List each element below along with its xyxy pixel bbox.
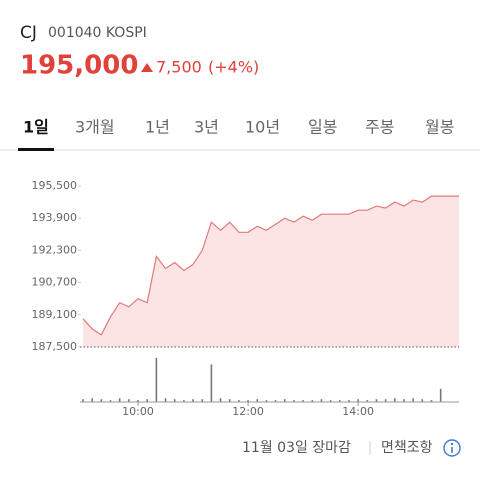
price-line: [82, 195, 459, 336]
volume-bar: [256, 399, 259, 402]
tab[interactable]: 3개월: [75, 118, 115, 137]
volume-bar: [201, 399, 204, 402]
y-tick-label: 192,300: [32, 243, 78, 256]
volume-bar: [146, 399, 148, 402]
volume-bar: [219, 398, 222, 402]
tab-bar: 1일 3개월 1년 3년 10년 일봉 주봉 월봉: [18, 118, 454, 151]
volume-bar: [384, 399, 387, 402]
volume-bar: [118, 398, 121, 402]
volume-bar: [173, 399, 176, 402]
volume-bar: [238, 400, 240, 402]
volume-bar: [302, 400, 304, 402]
volume-bar: [439, 388, 442, 402]
stock-name: CJ: [20, 23, 37, 43]
y-tick-label: 187,500: [32, 340, 78, 353]
change-pct: (+4%): [208, 58, 259, 77]
tab[interactable]: 10년: [245, 118, 280, 137]
volume-bar: [412, 398, 414, 402]
tab[interactable]: 월봉: [425, 118, 454, 137]
volume-bar: [128, 399, 130, 402]
change: 7,500: [156, 58, 202, 77]
volume-bar: [366, 400, 369, 402]
volume-bar: [293, 400, 295, 402]
volume-bar: [375, 399, 378, 402]
tab[interactable]: 주봉: [365, 118, 394, 137]
y-tick-label: 193,900: [32, 211, 78, 224]
volume-bar: [320, 399, 323, 402]
volume-bar: [155, 357, 158, 402]
volume-bar: [421, 399, 424, 402]
up-arrow: [141, 63, 153, 72]
volume-bar: [311, 400, 314, 402]
volume-bar: [210, 364, 213, 402]
volume-bar: [357, 399, 359, 402]
volume-bar: [109, 400, 112, 402]
volume-bar: [329, 400, 332, 402]
x-tick-label: 12:00: [232, 405, 264, 418]
volume-bar: [338, 400, 341, 402]
y-tick-label: 195,500: [32, 179, 78, 192]
volume-bar: [274, 400, 277, 402]
y-tick-label: 190,700: [32, 276, 78, 289]
volume-bar: [228, 399, 231, 402]
price-area: [83, 196, 459, 347]
x-tick-label: 10:00: [122, 405, 154, 418]
volume-bar: [265, 400, 268, 402]
tab[interactable]: 일봉: [308, 118, 337, 137]
info-icon[interactable]: [443, 439, 461, 457]
volume-bar: [247, 400, 249, 402]
volume-bar: [430, 400, 433, 402]
volume-bar: [283, 399, 286, 402]
tab[interactable]: 1일: [23, 118, 49, 137]
stock-code: 001040 KOSPI: [48, 25, 147, 41]
chart: 187,500 189,100 190,700 192,300 193,900 195,5…: [32, 179, 459, 418]
tab[interactable]: 3년: [194, 118, 219, 137]
disclaimer[interactable]: 면책조항: [381, 440, 433, 456]
volume-bar: [100, 399, 103, 402]
volume-bar: [403, 399, 405, 402]
date: 11월 03일 장마감: [242, 440, 351, 456]
volume-bar: [91, 398, 93, 402]
volume-bar: [192, 399, 194, 402]
tab-underline: [18, 148, 54, 151]
volume-bar: [82, 399, 84, 402]
volume-bar: [348, 400, 350, 402]
volume-bar: [183, 400, 185, 402]
volume-bar: [137, 400, 139, 402]
volume-bar: [394, 398, 396, 402]
volume-bar: [164, 398, 167, 402]
y-tick-label: 189,100: [32, 308, 78, 321]
x-tick-label: 14:00: [342, 405, 374, 418]
price: 195,000: [20, 51, 138, 81]
tab[interactable]: 1년: [145, 118, 170, 137]
